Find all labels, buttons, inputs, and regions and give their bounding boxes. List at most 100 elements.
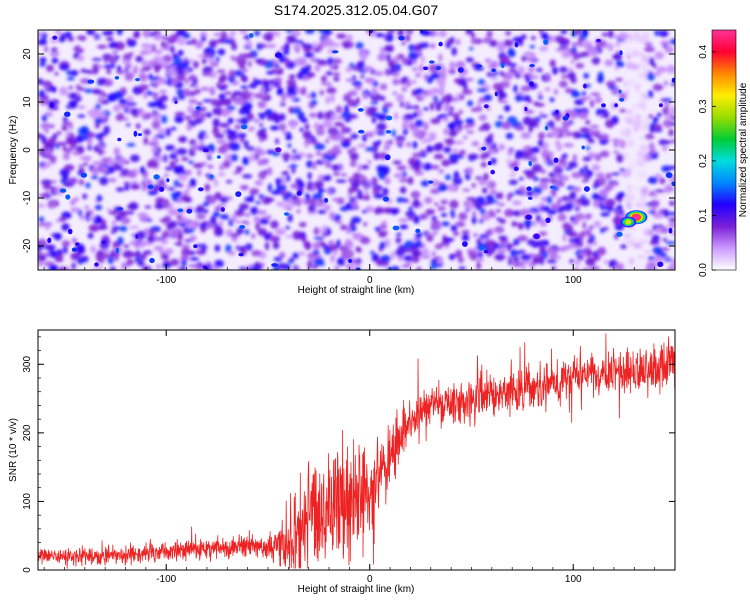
heatmap-cell bbox=[119, 210, 127, 218]
heatmap-cell bbox=[103, 125, 111, 135]
colorbar-tick-label: 0.4 bbox=[698, 44, 709, 58]
heatmap-cell bbox=[431, 222, 442, 231]
heatmap-cell bbox=[472, 38, 483, 45]
heatmap-cell bbox=[467, 249, 475, 258]
heatmap-cell bbox=[194, 88, 201, 95]
heatmap-cell bbox=[635, 197, 641, 205]
heatmap-cell bbox=[307, 260, 313, 269]
heatmap-cell bbox=[357, 143, 367, 148]
colorbar-tick-label: 0.3 bbox=[698, 99, 709, 113]
heatmap-cell bbox=[538, 95, 543, 100]
heatmap-cell bbox=[349, 114, 358, 119]
heatmap-cell bbox=[197, 133, 205, 141]
heatmap-cell bbox=[420, 255, 431, 259]
heatmap-cell bbox=[340, 128, 348, 134]
heatmap-cell bbox=[348, 186, 359, 193]
heatmap-cell bbox=[572, 51, 580, 61]
heatmap-cell bbox=[647, 90, 654, 99]
heatmap-cell bbox=[585, 119, 591, 125]
heatmap-cell bbox=[520, 254, 532, 261]
heatmap-cell bbox=[413, 131, 423, 139]
heatmap-cell bbox=[238, 53, 245, 61]
heatmap-cell bbox=[243, 245, 249, 250]
heatmap-cell bbox=[306, 71, 316, 78]
heatmap-cell bbox=[310, 91, 317, 99]
heatmap-cell bbox=[483, 172, 489, 181]
heatmap-cell bbox=[601, 32, 608, 37]
heatmap-cell bbox=[565, 87, 574, 94]
heatmap-cell bbox=[53, 232, 62, 241]
heatmap-cell bbox=[280, 93, 287, 102]
heatmap-cell bbox=[610, 138, 621, 142]
heatmap-cell bbox=[508, 50, 516, 58]
heatmap-cell bbox=[104, 81, 112, 87]
heatmap-cell bbox=[590, 265, 600, 270]
heatmap-cell bbox=[569, 259, 575, 264]
heatmap-y-tick-label: -10 bbox=[22, 190, 33, 205]
heatmap-cell bbox=[236, 227, 245, 234]
heatmap-cell bbox=[162, 154, 168, 163]
heatmap-cell bbox=[197, 187, 204, 192]
heatmap-cell bbox=[44, 45, 49, 53]
heatmap-cell bbox=[668, 221, 675, 230]
heatmap-cell bbox=[148, 77, 159, 81]
heatmap-cell bbox=[553, 88, 559, 96]
heatmap-x-tick-label: 0 bbox=[367, 275, 373, 286]
heatmap-cell bbox=[202, 265, 207, 270]
heatmap-cell bbox=[616, 231, 623, 237]
heatmap-cell bbox=[284, 42, 290, 52]
heatmap-cell bbox=[183, 189, 190, 197]
heatmap-cell bbox=[425, 208, 436, 215]
heatmap-cell bbox=[135, 123, 141, 129]
heatmap-cell bbox=[331, 164, 340, 172]
colorbar-tick-label: 0.2 bbox=[698, 154, 709, 168]
heatmap-cell bbox=[139, 166, 146, 175]
heatmap-cell bbox=[538, 111, 544, 115]
heatmap-cell bbox=[282, 130, 287, 136]
heatmap-cell bbox=[412, 141, 418, 149]
heatmap-hotspot bbox=[275, 147, 281, 153]
heatmap-cell bbox=[87, 232, 94, 239]
heatmap-cell bbox=[658, 103, 663, 108]
heatmap-cell bbox=[421, 247, 430, 257]
heatmap-cell bbox=[43, 252, 52, 257]
heatmap-cell bbox=[138, 73, 149, 82]
heatmap-cell bbox=[223, 160, 231, 169]
heatmap-cell bbox=[529, 45, 536, 49]
heatmap-cell bbox=[604, 226, 609, 231]
heatmap-texture bbox=[38, 30, 675, 270]
heatmap-cell bbox=[447, 122, 457, 130]
heatmap-cell bbox=[373, 151, 380, 161]
heatmap-cell bbox=[535, 240, 544, 247]
heatmap-cell bbox=[626, 183, 632, 193]
heatmap-cell bbox=[82, 193, 88, 200]
heatmap-cell bbox=[306, 153, 314, 159]
heatmap-cell bbox=[412, 152, 422, 159]
heatmap-cell bbox=[49, 253, 58, 258]
heatmap-cell bbox=[284, 170, 289, 175]
heatmap-cell bbox=[554, 35, 565, 43]
heatmap-cell bbox=[134, 30, 140, 36]
heatmap-cell bbox=[365, 146, 376, 152]
heatmap-cell bbox=[278, 113, 286, 122]
heatmap-cell bbox=[571, 202, 582, 209]
heatmap-cell bbox=[644, 133, 655, 140]
heatmap-cell bbox=[582, 221, 587, 230]
heatmap-cell bbox=[636, 151, 645, 158]
heatmap-cell bbox=[404, 101, 411, 107]
heatmap-cell bbox=[453, 140, 465, 145]
heatmap-cell bbox=[270, 220, 279, 229]
heatmap-cell bbox=[70, 252, 81, 261]
heatmap-cell bbox=[106, 68, 112, 75]
heatmap-cell bbox=[212, 40, 219, 45]
heatmap-cell bbox=[272, 113, 281, 122]
heatmap-cell bbox=[581, 230, 593, 235]
heatmap-x-tick-label: 100 bbox=[565, 275, 582, 286]
heatmap-cell bbox=[392, 78, 400, 86]
heatmap-cell bbox=[173, 227, 183, 233]
heatmap-cell bbox=[549, 185, 555, 189]
heatmap-cell bbox=[524, 106, 528, 112]
heatmap-cell bbox=[670, 258, 675, 267]
heatmap-cell bbox=[274, 64, 280, 69]
heatmap-cell bbox=[430, 118, 441, 124]
